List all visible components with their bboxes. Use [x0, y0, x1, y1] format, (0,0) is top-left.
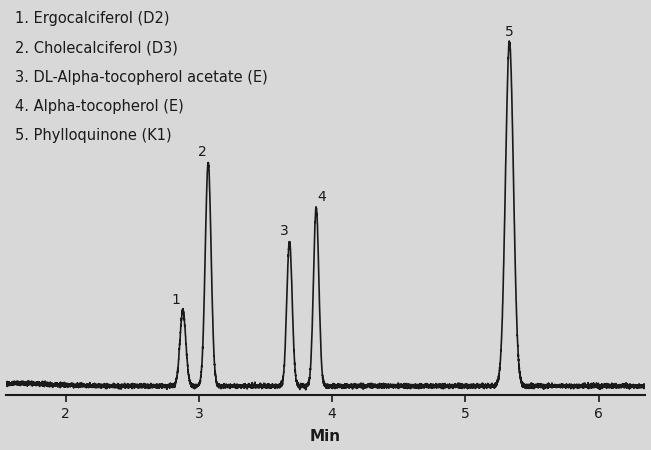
Text: 1: 1: [172, 293, 180, 307]
Text: 4. Alpha-tocopherol (E): 4. Alpha-tocopherol (E): [15, 99, 184, 114]
Text: 5: 5: [505, 25, 514, 39]
Text: 5. Phylloquinone (K1): 5. Phylloquinone (K1): [15, 128, 172, 144]
Text: 3: 3: [280, 225, 288, 239]
X-axis label: Min: Min: [310, 429, 341, 445]
Text: 2. Cholecalciferol (D3): 2. Cholecalciferol (D3): [15, 40, 178, 56]
Text: 1. Ergocalciferol (D2): 1. Ergocalciferol (D2): [15, 11, 170, 27]
Text: 4: 4: [317, 190, 326, 204]
Text: 2: 2: [199, 145, 207, 159]
Text: 3. DL-Alpha-tocopherol acetate (E): 3. DL-Alpha-tocopherol acetate (E): [15, 70, 268, 85]
